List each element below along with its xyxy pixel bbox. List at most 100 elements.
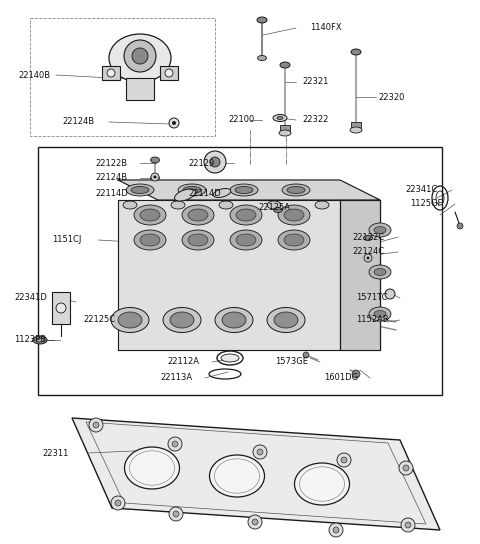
Text: 22122C: 22122C [352,232,384,242]
Ellipse shape [182,230,214,250]
Ellipse shape [221,354,239,362]
Bar [38,147,442,395]
Ellipse shape [33,336,47,344]
Ellipse shape [151,176,159,181]
Circle shape [248,515,262,529]
Circle shape [169,118,179,128]
Circle shape [333,527,339,533]
Text: 22140B: 22140B [18,71,50,79]
Text: 22100: 22100 [228,115,254,125]
Ellipse shape [350,127,362,133]
Ellipse shape [369,265,391,279]
Text: 22341C: 22341C [405,186,437,195]
Bar [52,292,70,324]
Bar [30,18,215,136]
Circle shape [252,519,258,525]
Text: 22322: 22322 [302,115,328,125]
Ellipse shape [175,189,195,201]
Text: 22114D: 22114D [188,189,221,197]
Ellipse shape [369,307,391,321]
Circle shape [172,121,176,125]
Circle shape [172,441,178,447]
Ellipse shape [163,307,201,332]
Ellipse shape [257,55,266,60]
Ellipse shape [213,188,231,197]
Circle shape [385,289,395,299]
Text: 22114D: 22114D [95,189,128,197]
Circle shape [210,157,220,167]
Polygon shape [72,418,440,530]
Ellipse shape [171,201,185,209]
Circle shape [341,457,347,463]
Ellipse shape [140,234,160,246]
Circle shape [352,370,360,378]
Ellipse shape [222,312,246,328]
Ellipse shape [170,312,194,328]
Ellipse shape [273,114,287,121]
Text: 1571TC: 1571TC [356,294,387,302]
Ellipse shape [274,207,283,213]
Ellipse shape [118,312,142,328]
Circle shape [401,518,415,532]
Text: 1140FX: 1140FX [310,23,342,33]
Ellipse shape [295,463,349,505]
Ellipse shape [36,338,44,342]
Ellipse shape [134,205,166,225]
Text: 1601DG: 1601DG [324,374,358,382]
Ellipse shape [374,226,386,233]
Text: 22341D: 22341D [14,294,47,302]
Circle shape [364,254,372,262]
Ellipse shape [257,17,267,23]
Ellipse shape [287,187,305,194]
Circle shape [367,257,370,259]
Ellipse shape [230,184,258,196]
Ellipse shape [182,205,214,225]
Ellipse shape [109,34,171,82]
Ellipse shape [278,205,310,225]
Text: 22125C: 22125C [83,316,115,325]
Text: 22124C: 22124C [352,248,384,257]
Ellipse shape [236,234,256,246]
Ellipse shape [230,205,262,225]
Ellipse shape [274,312,298,328]
Text: 22320: 22320 [378,92,404,102]
Circle shape [115,500,121,506]
Ellipse shape [284,209,304,221]
Circle shape [107,69,115,77]
Text: 22124B: 22124B [95,174,127,182]
Ellipse shape [219,201,233,209]
Circle shape [93,422,99,428]
Circle shape [405,522,411,528]
Ellipse shape [183,187,201,194]
Ellipse shape [267,307,305,332]
Text: 1151CJ: 1151CJ [52,236,82,244]
Ellipse shape [123,201,137,209]
Ellipse shape [131,187,149,194]
Circle shape [132,48,148,64]
Circle shape [403,465,409,471]
Ellipse shape [280,62,290,68]
Circle shape [204,151,226,173]
Ellipse shape [236,209,256,221]
Ellipse shape [111,307,149,332]
Bar [102,66,120,80]
Text: 22113A: 22113A [160,374,192,382]
Circle shape [56,303,66,313]
Circle shape [257,449,263,455]
Ellipse shape [282,184,310,196]
Ellipse shape [278,230,310,250]
Circle shape [303,352,309,358]
Ellipse shape [374,269,386,275]
Text: 1573GE: 1573GE [275,357,308,367]
Text: 22125A: 22125A [258,203,290,213]
Ellipse shape [235,187,253,194]
Ellipse shape [315,201,329,209]
Circle shape [399,461,413,475]
Circle shape [253,445,267,459]
Circle shape [151,173,159,181]
Circle shape [457,223,463,229]
Text: 1125GF: 1125GF [410,200,443,208]
Circle shape [169,507,183,521]
Ellipse shape [374,311,386,318]
Ellipse shape [178,184,206,196]
